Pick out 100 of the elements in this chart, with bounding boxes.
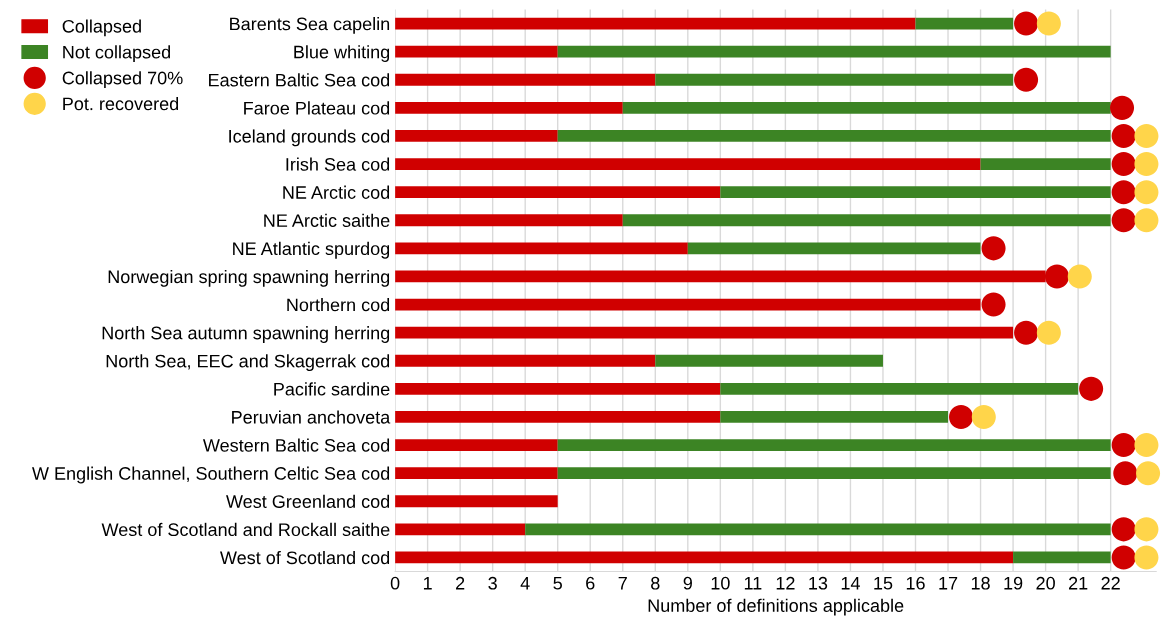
x-tick-label: 3 — [488, 576, 497, 590]
point — [1111, 123, 1136, 148]
x-tick-label: 22 — [1101, 576, 1120, 590]
point — [1113, 461, 1138, 486]
bar — [915, 17, 1014, 30]
y-tick-label: Norwegian spring spawning herring — [108, 269, 390, 287]
bar — [395, 186, 721, 199]
bar — [980, 158, 1111, 170]
x-tick-label: 12 — [776, 576, 795, 590]
bar — [395, 411, 721, 423]
bar — [395, 467, 558, 480]
y-tick-label: Barents Sea capelin — [230, 17, 390, 34]
point — [1134, 152, 1159, 177]
bar — [622, 101, 1111, 114]
y-tick-label: Northern cod — [287, 298, 390, 312]
y-tick-label: Peruvian anchoveta — [232, 410, 391, 424]
bar — [720, 186, 1111, 199]
point — [1036, 11, 1061, 36]
legend-label: Pot. recovered — [63, 97, 179, 111]
y-tick-label: Blue whiting — [294, 45, 390, 62]
point — [981, 236, 1006, 261]
point — [1110, 95, 1135, 120]
bar — [395, 495, 558, 508]
x-tick-label: 11 — [744, 577, 762, 590]
point — [1134, 208, 1159, 233]
bar — [395, 101, 623, 114]
point — [1014, 67, 1039, 92]
bar — [395, 242, 688, 255]
point — [1134, 433, 1159, 458]
point — [949, 404, 974, 429]
point — [1044, 264, 1070, 289]
x-tick-label: 10 — [711, 576, 730, 590]
bar — [687, 242, 981, 255]
point — [1111, 208, 1136, 233]
point — [1079, 376, 1104, 401]
x-tick-label: 5 — [553, 577, 562, 590]
bar — [395, 73, 656, 86]
bar — [655, 354, 883, 367]
x-tick-label: 20 — [1036, 576, 1055, 590]
bar — [395, 130, 558, 142]
bar — [525, 523, 1111, 536]
y-tick-label: Faroe Plateau cod — [244, 101, 390, 115]
bar — [557, 130, 1111, 142]
x-tick-label: 19 — [1004, 576, 1023, 590]
x-tick-label: 13 — [809, 576, 828, 590]
bar — [395, 382, 721, 395]
point — [1111, 180, 1136, 205]
point — [1111, 545, 1136, 570]
point — [981, 292, 1006, 317]
x-tick-label: 17 — [939, 577, 958, 590]
x-tick-label: 16 — [906, 576, 925, 590]
bar — [395, 523, 526, 536]
y-tick-label: North Sea autumn spawning herring — [102, 326, 390, 343]
bar — [395, 158, 981, 170]
bar — [395, 551, 1014, 564]
x-tick-label: 8 — [651, 576, 660, 590]
y-tick-label: West Greenland cod — [226, 494, 390, 508]
bar — [395, 17, 916, 30]
bar — [720, 382, 1079, 395]
x-tick-label: 2 — [456, 576, 465, 590]
point — [1134, 123, 1159, 148]
point — [1134, 180, 1159, 205]
x-tick-label: 14 — [841, 577, 860, 590]
x-tick-label: 15 — [874, 577, 893, 590]
bar — [720, 411, 949, 423]
point — [1111, 433, 1136, 458]
point — [1111, 152, 1136, 177]
x-tick-label: 9 — [683, 576, 692, 590]
y-tick-label: NE Atlantic spurdog — [233, 241, 390, 259]
x-tick-label: 4 — [520, 577, 530, 590]
bar — [395, 354, 656, 367]
y-tick-label: W English Channel, Southern Celtic Sea cod — [32, 466, 390, 484]
legend-label: Collapsed — [62, 19, 141, 37]
y-tick-label: Iceland grounds cod — [229, 129, 390, 147]
y-tick-label: NE Arctic cod — [283, 185, 390, 199]
bar — [557, 467, 1111, 480]
point — [1134, 545, 1159, 570]
x-tick-label: 21 — [1069, 576, 1088, 590]
x-tick-label: 0 — [390, 576, 400, 590]
x-axis-title: Number of definitions applicable — [648, 598, 904, 616]
bar — [655, 73, 1014, 86]
x-tick-label: 7 — [618, 577, 627, 590]
x-tick-label: 18 — [971, 576, 990, 590]
y-tick-label: Irish Sea cod — [286, 157, 390, 171]
x-tick-label: 6 — [586, 576, 595, 590]
y-tick-label: Western Baltic Sea cod — [202, 438, 390, 452]
bar — [622, 214, 1111, 227]
bar — [395, 214, 623, 227]
point — [971, 404, 996, 429]
y-tick-label: Pacific sardine — [274, 382, 390, 396]
y-tick-label: North Sea, EEC and Skagerrak cod — [106, 354, 390, 372]
y-tick-label: West of Scotland cod — [220, 550, 390, 565]
point — [1014, 320, 1039, 345]
point — [1111, 517, 1136, 542]
x-tick-label: 1 — [423, 577, 432, 590]
y-tick-label: Eastern Baltic Sea cod — [209, 73, 390, 87]
bar — [1013, 551, 1111, 564]
bar — [557, 45, 1111, 58]
point — [1014, 11, 1039, 36]
y-tick-label: West of Scotland and Rockall saithe — [101, 522, 390, 537]
